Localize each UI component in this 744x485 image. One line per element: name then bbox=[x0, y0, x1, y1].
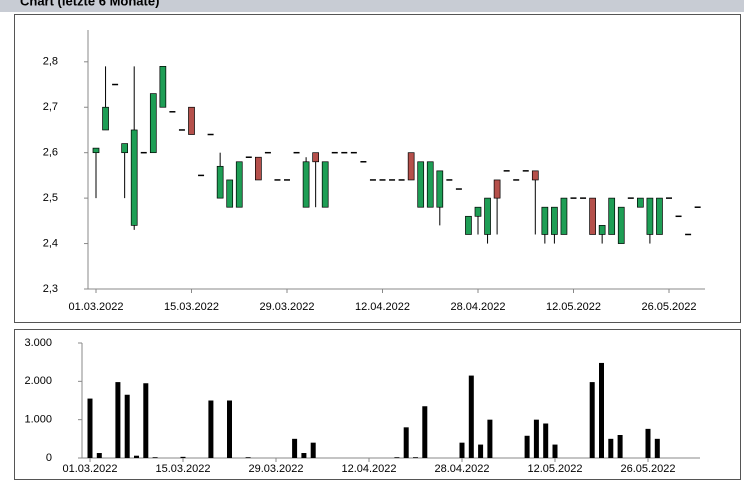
y-tick-label: 2,6 bbox=[43, 147, 58, 159]
y-tick-label: 3.000 bbox=[24, 337, 52, 349]
candle-body bbox=[149, 93, 157, 154]
x-tick-label: 15.03.2022 bbox=[164, 301, 219, 313]
volume-bar bbox=[533, 419, 539, 458]
candle-body bbox=[608, 197, 616, 235]
volume-bar bbox=[487, 419, 493, 458]
volume-bar bbox=[608, 438, 614, 458]
candle-body bbox=[474, 206, 482, 217]
candle-body bbox=[130, 129, 138, 226]
price-panel bbox=[14, 14, 741, 323]
volume-bar bbox=[468, 375, 474, 458]
volume-bar bbox=[310, 442, 316, 458]
candle-body bbox=[255, 156, 262, 181]
volume-bar bbox=[143, 383, 149, 458]
x-tick-label: 26.05.2022 bbox=[641, 301, 696, 313]
volume-bar bbox=[478, 444, 484, 458]
volume-bar bbox=[645, 428, 651, 458]
volume-bar bbox=[413, 457, 418, 458]
candle-body bbox=[436, 170, 444, 208]
y-tick-label: 2,8 bbox=[43, 56, 58, 68]
candle-body bbox=[465, 215, 472, 235]
x-tick-label: 12.04.2022 bbox=[355, 301, 410, 313]
candle-body bbox=[92, 147, 100, 154]
volume-bar bbox=[292, 438, 298, 458]
volume-bar bbox=[227, 400, 232, 458]
volume-bar bbox=[599, 362, 604, 458]
volume-bar bbox=[394, 457, 400, 458]
volume-bar bbox=[459, 442, 465, 458]
volume-bar bbox=[301, 453, 307, 458]
y-tick-label: 1.000 bbox=[24, 414, 52, 426]
x-tick-label: 28.04.2022 bbox=[450, 301, 505, 313]
chart-title: Chart (letzte 6 Monate) bbox=[20, 0, 159, 8]
x-tick-label: 29.03.2022 bbox=[259, 301, 314, 313]
x-tick-label: 01.03.2022 bbox=[62, 463, 117, 475]
candle-body bbox=[493, 179, 501, 199]
candle-body bbox=[656, 197, 663, 235]
x-tick-label: 15.03.2022 bbox=[155, 463, 210, 475]
volume-bar bbox=[617, 435, 623, 458]
candle-body bbox=[407, 152, 415, 181]
candle-body bbox=[121, 143, 129, 154]
volume-bar bbox=[152, 457, 158, 458]
volume-bar bbox=[208, 400, 214, 458]
x-tick-label: 29.03.2022 bbox=[248, 463, 303, 475]
volume-bar bbox=[87, 398, 93, 458]
y-tick-label: 2.000 bbox=[24, 375, 52, 387]
candle-body bbox=[484, 197, 491, 235]
candle-body bbox=[589, 197, 596, 235]
y-tick-label: 2,3 bbox=[43, 283, 58, 295]
candle-body bbox=[598, 225, 606, 235]
volume-bar bbox=[124, 394, 130, 458]
candle-body bbox=[646, 197, 654, 235]
volume-bar bbox=[543, 423, 549, 458]
candle-body bbox=[235, 161, 243, 208]
x-tick-label: 12.04.2022 bbox=[341, 463, 396, 475]
header-bar bbox=[0, 0, 744, 12]
y-tick-label: 0 bbox=[46, 452, 52, 464]
candle-body bbox=[159, 66, 167, 108]
candle-body bbox=[551, 206, 558, 235]
x-tick-label: 26.05.2022 bbox=[620, 463, 675, 475]
x-tick-label: 01.03.2022 bbox=[68, 301, 123, 313]
x-tick-label: 12.05.2022 bbox=[527, 463, 582, 475]
candle-body bbox=[312, 152, 319, 163]
candle-body bbox=[302, 161, 310, 208]
volume-bar bbox=[524, 435, 530, 458]
volume-bar bbox=[96, 453, 102, 458]
volume-bar bbox=[589, 382, 595, 458]
candle-body bbox=[417, 161, 425, 208]
volume-bar bbox=[403, 427, 409, 458]
candle-body bbox=[426, 161, 434, 208]
candle-body bbox=[531, 170, 539, 181]
volume-bar bbox=[552, 444, 558, 458]
candle-body bbox=[102, 106, 109, 131]
candle-body bbox=[636, 197, 644, 208]
candle-body bbox=[541, 206, 549, 235]
y-tick-label: 2,5 bbox=[43, 192, 58, 204]
y-tick-label: 2,7 bbox=[43, 101, 58, 113]
candle-body bbox=[617, 206, 625, 244]
candle-body bbox=[226, 179, 234, 208]
volume-bar bbox=[654, 438, 660, 458]
candle-body bbox=[216, 165, 224, 199]
x-tick-label: 28.04.2022 bbox=[434, 463, 489, 475]
volume-bar bbox=[245, 457, 251, 458]
candle-body bbox=[560, 197, 568, 235]
candle-body bbox=[321, 161, 329, 208]
volume-panel bbox=[14, 329, 741, 480]
volume-bar bbox=[180, 456, 186, 458]
candle-body bbox=[188, 106, 195, 135]
y-tick-label: 2,4 bbox=[43, 237, 58, 249]
volume-bar bbox=[422, 406, 428, 458]
volume-bar bbox=[115, 382, 121, 458]
x-tick-label: 12.05.2022 bbox=[546, 301, 601, 313]
volume-bar bbox=[134, 455, 139, 458]
